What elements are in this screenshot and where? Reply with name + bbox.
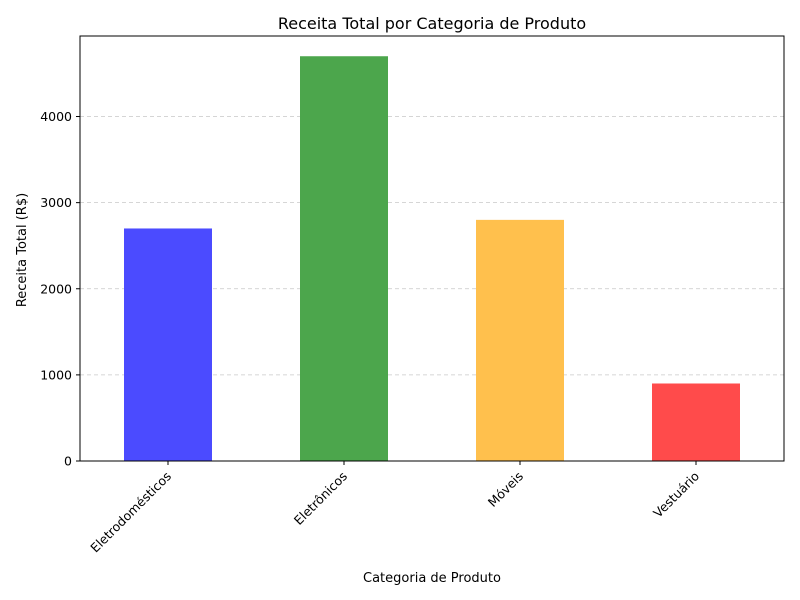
y-axis-label: Receita Total (R$)	[15, 193, 30, 307]
y-tick-label: 0	[64, 454, 72, 469]
gridlines	[80, 116, 784, 376]
x-tick-label: Eletrônicos	[291, 469, 350, 528]
x-axis: Eletrodomésticos Eletrônicos Móveis Vestuár…	[87, 461, 702, 555]
chart-title: Receita Total por Categoria de Produto	[278, 14, 586, 33]
x-axis-label: Categoria de Produto	[363, 571, 501, 586]
x-tick-label: Móveis	[485, 469, 526, 510]
bar-3	[476, 219, 564, 461]
bar-1	[124, 228, 212, 461]
y-tick-label: 4000	[40, 109, 72, 124]
plot-frame	[79, 35, 785, 462]
bars	[124, 56, 740, 461]
x-tick-label: Eletrodomésticos	[87, 469, 174, 556]
y-tick-label: 3000	[40, 195, 72, 210]
x-tick-label: Vestuário	[650, 469, 702, 521]
y-axis: 0 1000 2000 3000 4000	[40, 109, 80, 469]
bar-4	[652, 383, 740, 461]
y-tick-label: 1000	[40, 367, 72, 382]
bar-2	[300, 56, 388, 461]
y-tick-label: 2000	[40, 281, 72, 296]
